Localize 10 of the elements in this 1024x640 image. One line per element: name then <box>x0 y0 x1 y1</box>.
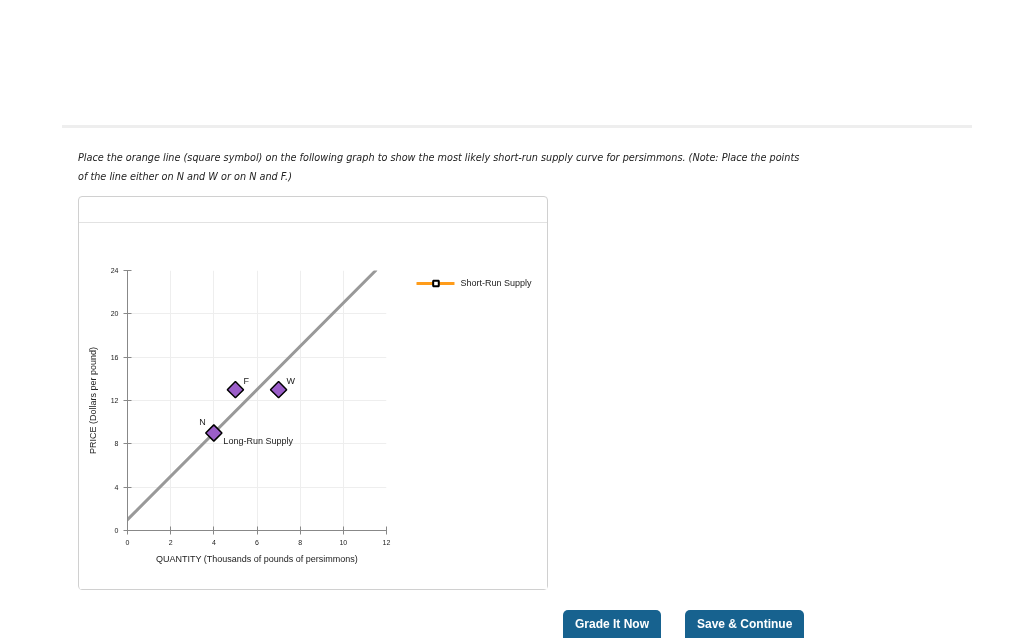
annotation: W <box>286 375 296 386</box>
annotation: F <box>243 375 250 386</box>
legend-label: Short-Run Supply <box>460 278 532 288</box>
text: Place the orange line (square symbol) on the following graph to show the most likely short-run supply curve for persimmons. (Note: Place the points of the line either on N and W or on N and F.) <box>78 151 801 184</box>
series-label: Long-Run Supply <box>223 436 294 447</box>
annotation: N <box>199 417 206 427</box>
text: Grade It Now <box>563 610 662 638</box>
text: Save & Continue <box>685 610 805 638</box>
x-axis-title: QUANTITY (Thousands of pounds of persimmons) <box>155 553 358 564</box>
y-axis-title: PRICE (Dollars per pound) <box>87 346 98 455</box>
